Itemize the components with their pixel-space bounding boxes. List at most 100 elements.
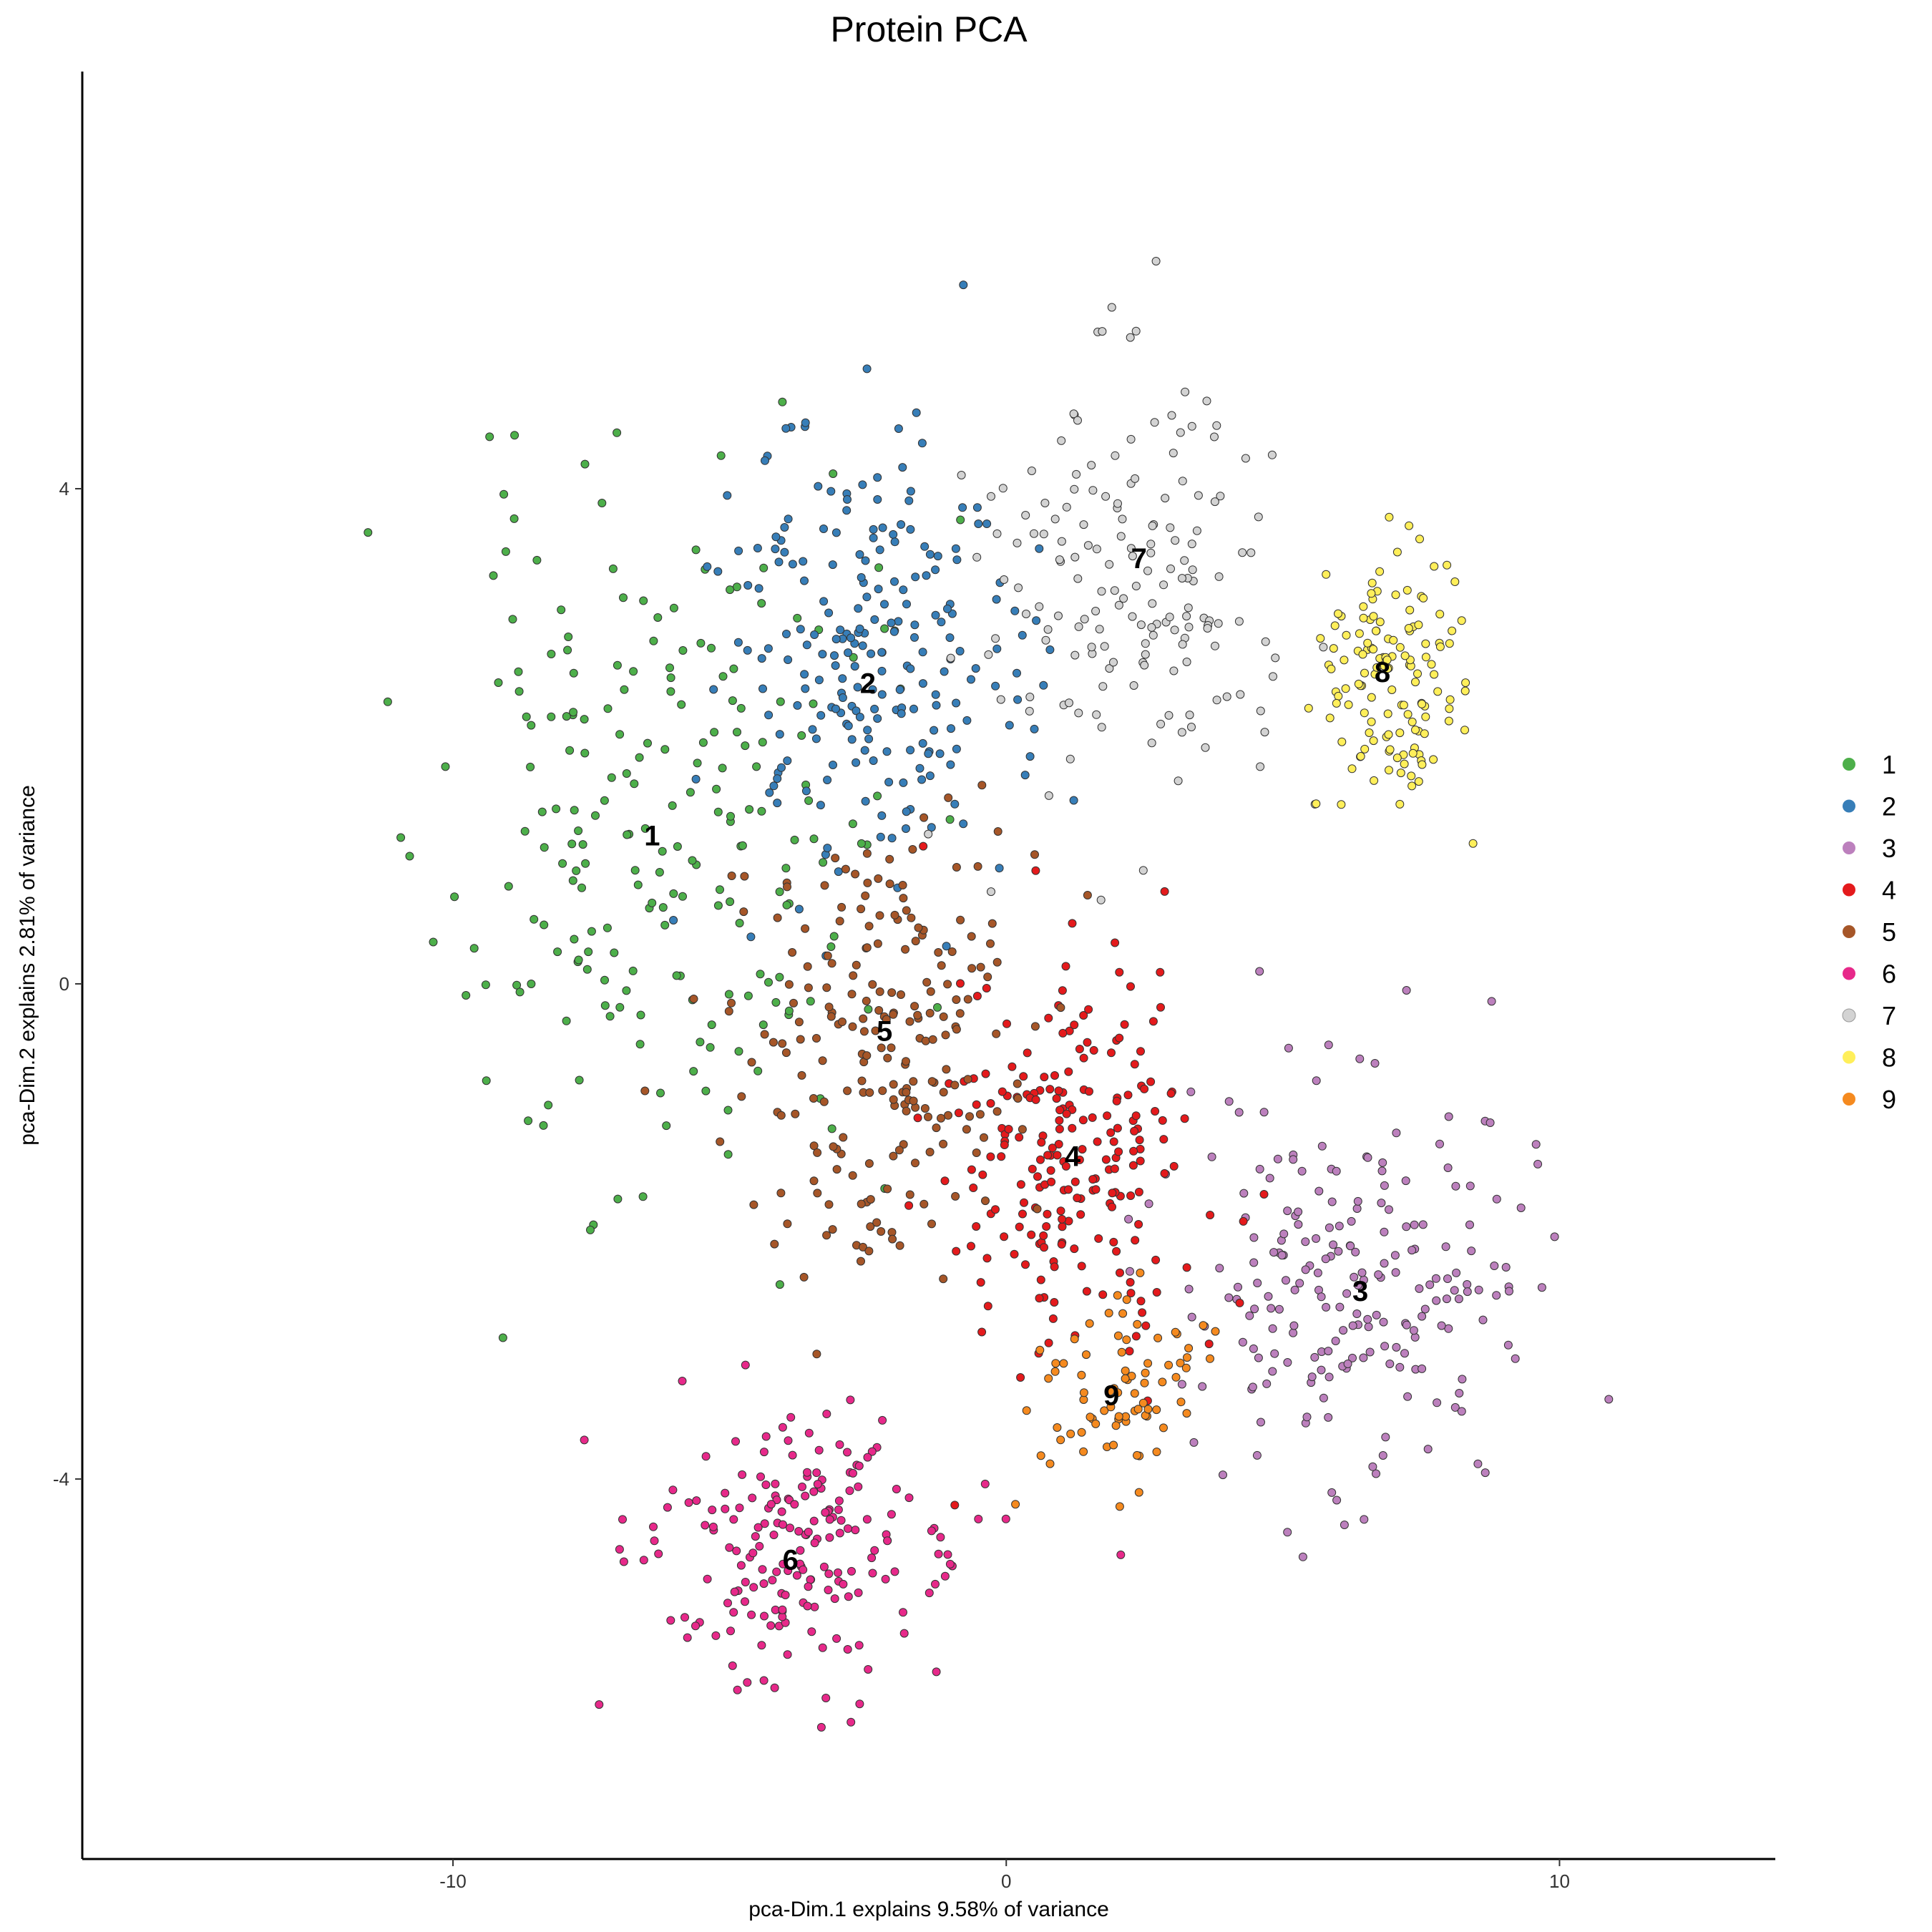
data-point [895, 685, 904, 694]
data-point [666, 1616, 675, 1625]
data-point [1407, 781, 1417, 791]
data-point [854, 1588, 863, 1597]
data-point [1182, 612, 1191, 621]
data-point [810, 1538, 819, 1548]
data-point [1077, 1262, 1086, 1271]
data-point [1364, 1322, 1373, 1332]
data-point [1187, 421, 1196, 431]
data-point [838, 1018, 847, 1026]
data-point [841, 864, 850, 874]
data-point [830, 1594, 839, 1604]
data-point [526, 762, 535, 771]
data-point [1405, 521, 1414, 530]
data-point [1068, 1123, 1077, 1133]
data-point [877, 811, 887, 820]
data-point [940, 1176, 950, 1186]
data-point [858, 480, 867, 489]
data-point [743, 581, 753, 590]
data-point [804, 983, 813, 992]
data-point [904, 1493, 914, 1503]
data-point [834, 1568, 842, 1577]
data-point [1072, 469, 1081, 479]
data-point [822, 1231, 831, 1240]
data-point [1385, 745, 1395, 754]
data-point [1467, 1246, 1476, 1256]
data-point [1011, 1500, 1020, 1509]
data-point [1189, 1438, 1199, 1447]
data-point [603, 704, 613, 713]
data-point [1130, 1389, 1139, 1398]
points-layer [364, 257, 1614, 1732]
data-point [934, 1549, 943, 1558]
data-point [1377, 1199, 1386, 1208]
data-point [1112, 1246, 1121, 1256]
data-point [1016, 1373, 1025, 1382]
data-point [1431, 1274, 1440, 1283]
data-point [565, 746, 575, 755]
data-point [1056, 1435, 1065, 1445]
data-point [819, 858, 828, 867]
data-point [1418, 1220, 1428, 1229]
data-point [924, 1112, 932, 1121]
data-point [919, 813, 929, 822]
data-point [1347, 764, 1357, 774]
data-point [1359, 1353, 1368, 1362]
data-point [766, 1621, 776, 1630]
y-tick-label: -4 [53, 1468, 69, 1490]
data-point [827, 1124, 836, 1133]
data-point [1101, 1155, 1111, 1164]
data-point [1400, 651, 1410, 660]
data-point [926, 987, 935, 996]
data-point [885, 879, 894, 889]
data-point [759, 1676, 769, 1685]
data-point [1383, 709, 1392, 718]
data-point [761, 1480, 771, 1489]
data-point [1255, 967, 1264, 976]
data-point [1391, 1268, 1400, 1277]
data-point [1178, 477, 1187, 486]
data-point [1454, 1294, 1463, 1304]
data-point [1312, 1076, 1321, 1085]
data-point [622, 769, 631, 778]
data-point [580, 748, 590, 758]
data-point [972, 1222, 981, 1231]
data-point [813, 1148, 822, 1157]
data-point [904, 1201, 914, 1210]
data-point [1395, 1362, 1405, 1372]
data-point [1400, 759, 1409, 769]
data-point [1095, 625, 1104, 634]
data-point [924, 829, 933, 839]
data-point [1055, 555, 1064, 565]
data-point [771, 1479, 780, 1488]
data-point [890, 1567, 899, 1576]
data-point [1324, 1040, 1333, 1050]
data-point [600, 1001, 610, 1010]
data-point [1022, 1406, 1031, 1415]
data-point [1314, 1186, 1324, 1196]
data-point [680, 1613, 689, 1622]
data-point [510, 431, 519, 440]
data-point [1253, 1279, 1262, 1287]
data-point [867, 649, 876, 658]
data-point [1164, 1360, 1174, 1370]
data-point [1134, 1187, 1143, 1196]
data-point [909, 1077, 918, 1086]
data-point [850, 662, 859, 671]
data-point [937, 618, 946, 627]
data-point [696, 1038, 705, 1047]
data-point [826, 487, 836, 496]
data-point [1044, 1374, 1053, 1383]
data-point [1492, 1291, 1501, 1300]
data-point [809, 699, 818, 708]
data-point [602, 923, 612, 932]
data-point [489, 571, 498, 580]
data-point [1210, 432, 1219, 441]
data-point [864, 1005, 873, 1014]
data-point [871, 1026, 880, 1035]
data-point [1249, 1258, 1259, 1267]
data-point [563, 645, 572, 655]
data-point [1166, 523, 1175, 532]
data-point [832, 1165, 841, 1174]
data-point [1250, 1304, 1259, 1314]
data-point [1342, 1289, 1352, 1298]
